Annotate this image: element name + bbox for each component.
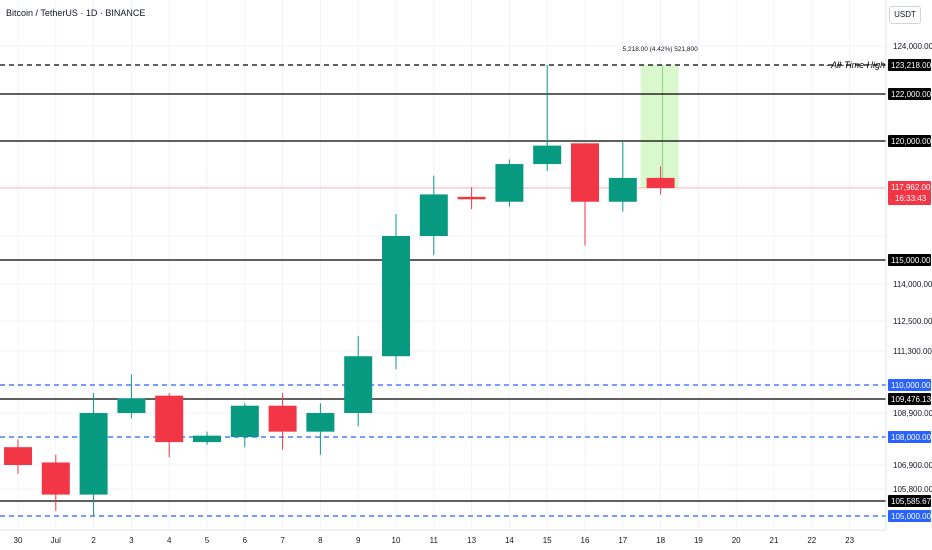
time-tick-label: 20	[732, 536, 741, 545]
level-tag-label: 105,000.00	[891, 512, 932, 521]
candle-body	[608, 177, 637, 202]
time-tick-label: 5	[205, 536, 210, 545]
time-tick-label: 18	[656, 536, 665, 545]
level-tag-label: 109,476.13	[891, 395, 932, 404]
level-tag	[888, 135, 931, 147]
time-tick-label: 9	[356, 536, 361, 545]
current-price-label: 117,962.00	[891, 183, 931, 192]
level-tag-label: 108,000.00	[891, 433, 932, 442]
price-tick-label: 105,800.00	[893, 485, 932, 494]
time-tick-label: 13	[467, 536, 476, 545]
candle-body	[457, 196, 486, 200]
candle-body	[4, 447, 32, 465]
horizontal-levels	[0, 64, 886, 517]
price-tick-label: 106,900.00	[893, 461, 932, 470]
time-tick-label: 8	[318, 536, 323, 545]
level-tag-label: 122,000.00	[891, 90, 932, 99]
candle-body	[79, 413, 108, 495]
measure-label: 5,218.00 (4.42%) 521,800	[623, 46, 699, 53]
candle-body	[419, 194, 448, 236]
symbol-title: Bitcoin / TetherUS · 1D · BINANCE	[6, 8, 146, 18]
time-tick-label: 30	[14, 536, 23, 545]
level-tag-label: 123,218.00	[891, 61, 932, 70]
level-tag	[888, 510, 931, 522]
time-tick-label: 17	[618, 536, 627, 545]
price-tick-label: 124,000.00	[893, 42, 932, 51]
candle-body	[41, 462, 70, 495]
candle-body	[193, 435, 221, 443]
time-tick-label: 11	[430, 536, 439, 545]
candle-body	[306, 413, 335, 432]
ath-zone-rect	[640, 65, 679, 188]
level-tag	[888, 254, 931, 266]
price-tick-label: 111,300.00	[893, 347, 932, 356]
candle-body	[230, 405, 259, 437]
time-tick-label: 3	[129, 536, 134, 545]
candle-body	[646, 177, 675, 188]
candle-body	[344, 356, 373, 413]
time-axis-bg	[0, 530, 886, 550]
time-tick-label: 4	[167, 536, 172, 545]
candle-body	[268, 405, 297, 432]
time-tick-label: 19	[694, 536, 703, 545]
time-tick-label: 7	[280, 536, 285, 545]
candles	[4, 65, 675, 516]
time-tick-label: 10	[392, 536, 401, 545]
ath-measure-zone	[640, 65, 679, 188]
plot-background	[0, 0, 886, 530]
time-tick-label: 14	[505, 536, 514, 545]
current-price-tag	[888, 181, 931, 205]
quote-currency-button[interactable]: USDT	[889, 6, 921, 24]
countdown-label: 16:33:43	[895, 194, 927, 203]
candle-body	[382, 236, 410, 357]
candle-body	[571, 143, 599, 202]
level-tag	[888, 495, 931, 507]
time-tick-label: 2	[91, 536, 96, 545]
level-tag-label: 120,000.00	[891, 137, 932, 146]
time-tick-label: 16	[581, 536, 590, 545]
price-tick-label: 114,000.00	[893, 280, 932, 289]
level-tag-label: 105,585.67	[891, 497, 932, 506]
level-tag	[888, 379, 931, 391]
level-tag	[888, 88, 931, 100]
time-axis: 30 Jul 2 3 4 5 6 7 8 9 10 11 13 14 15 16 17 18 19 20 21 22 23	[0, 529, 886, 550]
level-tag-label: 115,000.00	[891, 256, 931, 265]
time-tick-label: 22	[807, 536, 816, 545]
candle-body	[117, 398, 146, 413]
time-tick-label: Jul	[51, 536, 61, 545]
price-tick-label: 112,500.00	[893, 317, 932, 326]
level-tag	[888, 393, 931, 405]
time-tick-label: 21	[770, 536, 779, 545]
level-tag	[888, 431, 931, 443]
candle-body	[533, 145, 562, 165]
price-tick-label: 108,900.00	[893, 409, 932, 418]
time-tick-label: 23	[845, 536, 854, 545]
price-axis: 124,000.00 114,000.00 112,500.00 111,300.00…	[885, 0, 932, 550]
level-tag-label: 110,000.00	[891, 381, 931, 390]
candle-body	[155, 395, 184, 443]
time-tick-label: 6	[243, 536, 248, 545]
ath-note: - All-Time High -	[826, 60, 891, 70]
level-tag	[888, 59, 931, 71]
candle-body	[495, 164, 524, 202]
time-tick-label: 15	[543, 536, 552, 545]
